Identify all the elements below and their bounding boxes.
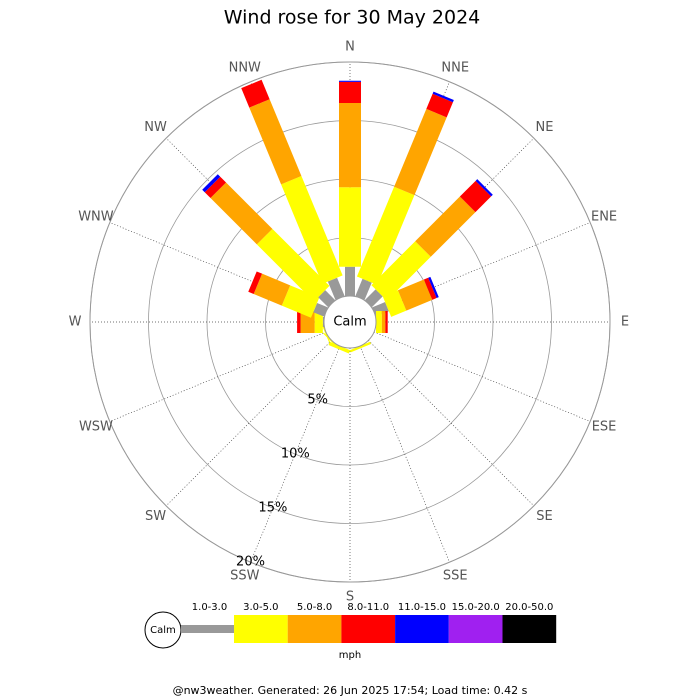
bar-segment	[356, 186, 415, 285]
bar-segment	[355, 278, 372, 300]
bar-segment	[371, 241, 431, 301]
bar-segment	[328, 341, 351, 354]
bar-segment	[327, 277, 345, 300]
direction-label: W	[69, 315, 82, 330]
bar-segment	[241, 79, 270, 108]
bar-segment	[256, 228, 330, 302]
bar-segment	[297, 311, 301, 333]
bar-segment	[313, 302, 328, 317]
direction-label: NNE	[441, 60, 469, 75]
legend-label: 20.0-50.0	[505, 602, 553, 613]
direction-label: ENE	[591, 209, 617, 224]
direction-label: NE	[535, 120, 553, 135]
bar-segment	[426, 93, 453, 118]
bar-segment	[376, 311, 382, 333]
bar-segment	[281, 175, 343, 284]
r-tick-label: 20%	[236, 555, 265, 570]
bar-segment	[459, 180, 492, 213]
calm-circle	[323, 295, 377, 349]
bar-segment	[394, 108, 447, 196]
direction-label: SE	[536, 509, 552, 524]
bar-segment	[202, 174, 221, 193]
bar-segment	[281, 285, 320, 318]
legend-swatch	[448, 615, 503, 643]
direction-label: S	[346, 590, 354, 605]
legend-swatch	[234, 615, 288, 643]
spoke	[109, 331, 327, 422]
spoke	[165, 340, 332, 507]
unit-label: mph	[339, 650, 361, 661]
bar-segment	[339, 80, 361, 82]
bar-segment	[415, 196, 476, 257]
bar-segment	[339, 187, 361, 267]
legend-calm-label: Calm	[150, 625, 176, 636]
bar-segment	[204, 176, 227, 199]
legend-label: 15.0-20.0	[452, 602, 500, 613]
legend-swatch	[502, 615, 557, 643]
calm-label: Calm	[333, 315, 366, 330]
bar-segment	[339, 102, 361, 188]
bar-segment	[210, 182, 273, 245]
bar-segment	[345, 266, 355, 296]
direction-label: NNW	[229, 60, 261, 75]
bar-segment	[364, 289, 383, 308]
legend-label: 1.0-3.0	[192, 602, 227, 613]
bar-segment	[381, 311, 386, 333]
bar-segment	[253, 273, 291, 306]
bar-segment	[475, 179, 493, 197]
legend-swatch	[287, 615, 342, 643]
bar-segment	[318, 290, 336, 308]
spoke	[368, 340, 535, 507]
legend-swatch	[181, 625, 234, 633]
r-tick-label: 5%	[307, 393, 328, 408]
bar-segment	[423, 277, 437, 300]
legend-swatch	[341, 615, 396, 643]
chart-title: Wind rose for 30 May 2024	[224, 7, 481, 29]
direction-label: NW	[144, 120, 167, 135]
bar-segment	[397, 279, 433, 311]
spoke	[373, 331, 591, 422]
bar-segment	[385, 311, 388, 333]
bar-segment	[248, 271, 263, 295]
bar-segment	[432, 91, 454, 103]
spoke	[250, 345, 341, 563]
direction-label: E	[621, 315, 629, 330]
direction-label: WSW	[79, 420, 113, 435]
direction-label: N	[345, 40, 355, 55]
legend-label: 3.0-5.0	[243, 602, 278, 613]
direction-label: SSW	[230, 569, 260, 584]
bar-segment	[382, 290, 407, 317]
legend-label: 11.0-15.0	[398, 602, 446, 613]
direction-label: WNW	[78, 209, 114, 224]
bar-segment	[339, 81, 361, 103]
bar-segment	[249, 99, 302, 185]
legend-label: 5.0-8.0	[297, 602, 332, 613]
r-tick-label: 15%	[258, 501, 287, 516]
legend-swatch	[395, 615, 449, 643]
bar-segment	[314, 311, 323, 333]
bar-segment	[428, 276, 439, 299]
direction-label: SW	[145, 509, 166, 524]
bar-segment	[349, 341, 372, 353]
grid-ring	[89, 61, 611, 583]
r-tick-label: 10%	[281, 447, 310, 462]
footer: @nw3weather. Generated: 26 Jun 2025 17:5…	[173, 684, 528, 697]
direction-label: SSE	[443, 569, 468, 584]
spoke	[359, 345, 450, 563]
legend-label: 8.0-11.0	[347, 602, 389, 613]
direction-label: ESE	[592, 420, 617, 435]
